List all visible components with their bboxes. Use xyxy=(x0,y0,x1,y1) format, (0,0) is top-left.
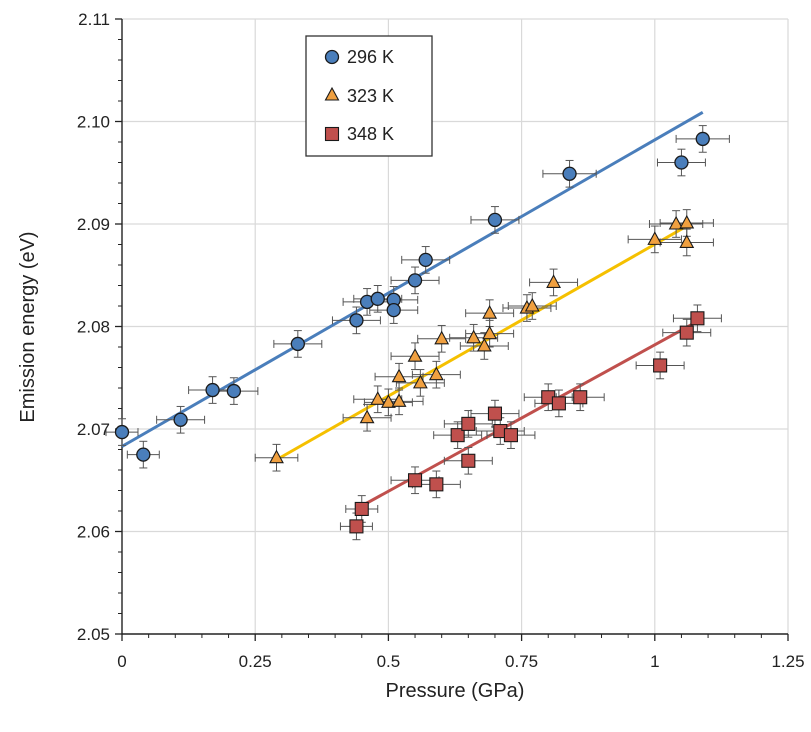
legend-item-323k: 323 K xyxy=(324,86,394,106)
y-tick-label: 2.07 xyxy=(77,420,110,439)
y-tick-label: 2.11 xyxy=(78,10,110,29)
data-point-triangle xyxy=(466,329,482,344)
y-tick-label: 2.05 xyxy=(77,625,110,644)
data-point-square xyxy=(690,311,705,326)
data-point-circle xyxy=(562,166,577,181)
data-point-square xyxy=(349,519,364,534)
data-point-square xyxy=(450,428,465,443)
y-tick-label: 2.09 xyxy=(77,215,110,234)
data-point-square xyxy=(573,390,588,405)
data-point-square xyxy=(461,453,476,468)
x-tick-label: 0.5 xyxy=(377,652,401,671)
data-point-triangle xyxy=(668,215,684,230)
data-point-circle xyxy=(386,302,401,318)
data-point-circle xyxy=(487,212,503,228)
data-point-square xyxy=(461,416,476,431)
data-point-triangle xyxy=(412,374,428,389)
data-point-square xyxy=(429,477,444,492)
data-point-circle xyxy=(674,155,689,170)
x-tick-label: 0 xyxy=(117,652,126,671)
data-point-circle xyxy=(173,412,188,427)
axes-layer xyxy=(115,18,789,641)
x-tick-label: 0.25 xyxy=(239,652,272,671)
data-point-square xyxy=(551,396,566,411)
data-point-circle xyxy=(407,273,423,288)
data-point-circle xyxy=(370,291,385,306)
data-point-triangle xyxy=(434,330,450,345)
data-point-triangle xyxy=(370,391,386,405)
tick-labels: 2.05 2.06 2.07 2.08 2.09 2.10 2.11 0 0.25 0.5 0.75… xyxy=(77,10,805,671)
legend-item-348k: 348 K xyxy=(324,124,394,144)
data-point-triangle xyxy=(428,366,444,381)
data-point-triangle xyxy=(391,393,407,407)
data-point-triangle xyxy=(269,449,284,464)
data-point-triangle xyxy=(482,305,498,319)
data-point-triangle xyxy=(482,325,498,340)
data-point-circle xyxy=(205,382,220,398)
y-tick-label: 2.08 xyxy=(77,318,110,337)
data-markers xyxy=(114,131,710,534)
y-tick-label: 2.06 xyxy=(77,523,110,542)
x-axis-title: Pressure (GPa) xyxy=(386,680,525,702)
data-point-circle xyxy=(290,336,305,352)
data-point-triangle xyxy=(391,368,407,383)
data-point-triangle xyxy=(679,234,695,248)
data-point-triangle xyxy=(546,274,561,288)
data-point-circle xyxy=(226,383,242,399)
data-point-triangle xyxy=(524,297,540,312)
data-point-circle xyxy=(349,313,364,328)
x-tick-label: 0.75 xyxy=(505,652,538,671)
data-point-square xyxy=(653,358,668,373)
legend-item-296k: 296 K xyxy=(324,47,394,67)
data-point-triangle xyxy=(407,348,423,362)
data-point-circle xyxy=(695,131,710,147)
data-point-square xyxy=(407,473,423,488)
legend-label-323k: 323 K xyxy=(347,86,394,106)
data-point-circle xyxy=(114,424,130,440)
data-point-triangle xyxy=(476,337,492,352)
legend: 296 K 323 K 348 K xyxy=(305,35,433,157)
data-point-triangle xyxy=(359,409,375,424)
legend-label-348k: 348 K xyxy=(347,124,394,144)
data-point-triangle xyxy=(380,394,396,408)
data-point-circle xyxy=(418,252,433,268)
legend-label-296k: 296 K xyxy=(347,47,394,67)
data-point-square xyxy=(679,325,694,340)
data-point-triangle xyxy=(679,214,695,229)
data-point-square xyxy=(487,406,503,421)
legend-square-marker xyxy=(324,126,340,142)
data-point-triangle xyxy=(647,231,663,245)
x-tick-label: 1 xyxy=(650,652,659,671)
x-tick-label: 1.25 xyxy=(771,652,804,671)
y-axis-title: Emission energy (eV) xyxy=(17,231,39,422)
y-tick-label: 2.10 xyxy=(77,113,110,132)
fit-lines xyxy=(121,110,704,508)
data-point-square xyxy=(354,501,369,517)
data-point-square xyxy=(503,428,518,443)
legend-circle-marker xyxy=(324,49,340,65)
data-point-circle xyxy=(136,447,151,462)
legend-triangle-marker xyxy=(324,86,340,101)
